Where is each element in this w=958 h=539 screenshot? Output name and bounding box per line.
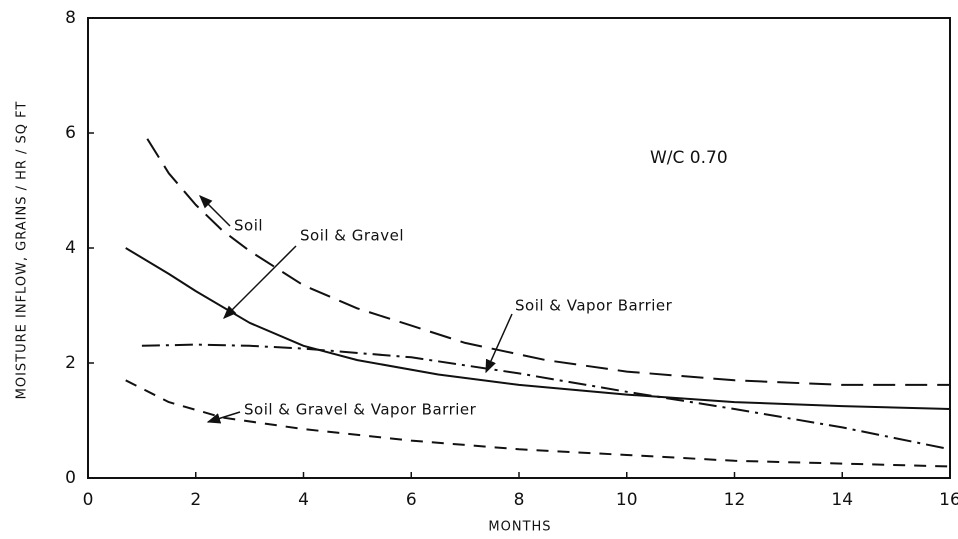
line-series: [125, 247, 951, 410]
y-tick-label: 6: [65, 123, 76, 143]
x-tick-label: 10: [616, 490, 638, 510]
label-arrow: [223, 245, 297, 319]
series-label: Soil & Gravel & Vapor Barrier: [244, 401, 477, 419]
line-series: [125, 379, 951, 468]
y-tick-label: 0: [65, 468, 76, 488]
y-tick-label: 4: [65, 238, 76, 258]
label-arrow: [206, 411, 241, 424]
y-tick-label: 2: [65, 353, 76, 373]
x-tick-label: 12: [724, 490, 746, 510]
label-arrow: [485, 313, 513, 374]
x-tick-label: 6: [406, 490, 417, 510]
series-label: Soil & Vapor Barrier: [515, 297, 673, 315]
line-series: [141, 343, 951, 451]
y-axis-label: MOISTURE INFLOW, GRAINS / HR / SQ FT: [15, 101, 30, 400]
x-tick-label: 2: [190, 490, 201, 510]
x-tick-label: 8: [514, 490, 525, 510]
annotation: W/C 0.70: [650, 148, 728, 168]
line-series: [146, 138, 950, 386]
x-tick-label: 14: [831, 490, 853, 510]
series-label: Soil & Gravel: [300, 227, 404, 245]
x-tick-label: 0: [83, 490, 94, 510]
y-tick-label: 8: [65, 8, 76, 28]
plot-frame: [87, 17, 951, 479]
x-axis-label: MONTHS: [488, 520, 551, 535]
series-label: Soil: [234, 217, 263, 235]
x-tick-label: 4: [298, 490, 309, 510]
label-arrow: [199, 195, 231, 227]
x-tick-label: 16: [939, 490, 958, 510]
